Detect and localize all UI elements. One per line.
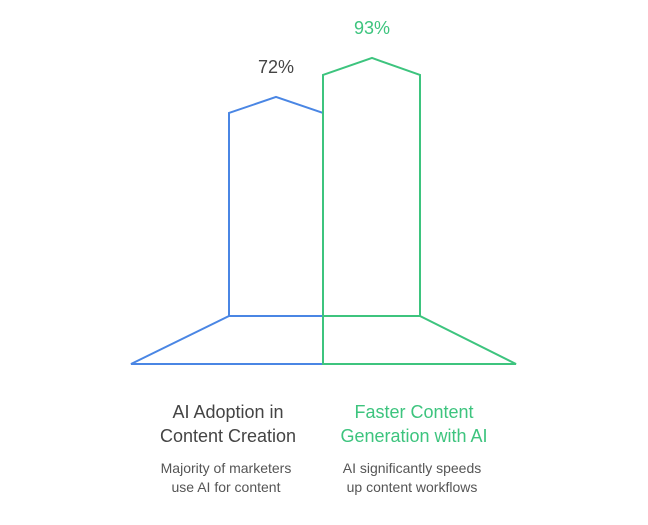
value-label-faster-generation: 93% <box>353 17 391 38</box>
title-line: Content Creation <box>159 426 297 446</box>
bar-ai-adoption <box>130 95 324 365</box>
value-label-ai-adoption: 72% <box>257 56 295 77</box>
item-desc-faster-generation: AI significantly speeds up content workf… <box>312 459 512 497</box>
desc-line: Majority of marketers <box>160 460 292 476</box>
desc-line: use AI for content <box>171 479 281 495</box>
item-title-ai-adoption: AI Adoption in Content Creation <box>128 400 328 448</box>
desc-line: up content workflows <box>346 479 478 495</box>
desc-line: AI significantly speeds <box>342 460 482 476</box>
title-line: Faster Content <box>354 402 474 422</box>
bar-faster-generation <box>322 56 517 365</box>
title-line: AI Adoption in <box>172 402 284 422</box>
item-title-faster-generation: Faster Content Generation with AI <box>314 400 514 448</box>
title-line: Generation with AI <box>340 426 488 446</box>
item-desc-ai-adoption: Majority of marketers use AI for content <box>126 459 326 497</box>
